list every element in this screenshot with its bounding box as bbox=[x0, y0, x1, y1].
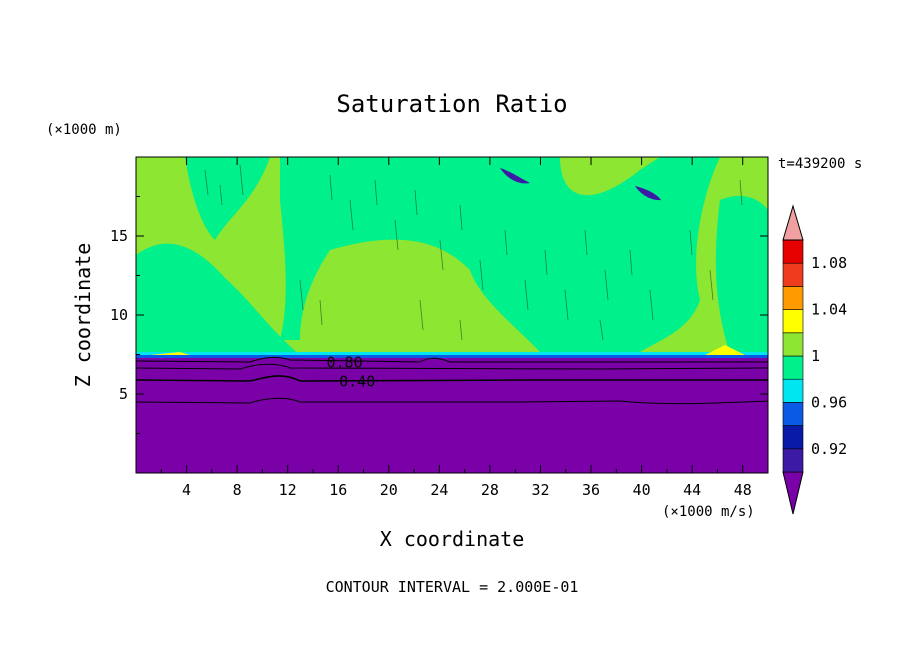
colorbar-underflow-triangle bbox=[782, 471, 804, 515]
x-axis-ticks: 4 8 12 16 20 24 28 32 36 40 44 48 bbox=[160, 157, 752, 499]
field-region-sat-1-0 bbox=[715, 195, 768, 355]
colorbar-tick-label: 1 bbox=[811, 347, 820, 365]
colorbar-overflow-triangle bbox=[782, 204, 804, 241]
time-label: t=439200 s bbox=[778, 156, 862, 172]
colorbar-segment bbox=[782, 355, 804, 380]
x-axis-title: X coordinate bbox=[380, 527, 525, 551]
colorbar-segment bbox=[782, 309, 804, 334]
colorbar-segment bbox=[782, 402, 804, 426]
field-region-sat-low bbox=[500, 168, 530, 184]
x-unit-label: (×1000 m/s) bbox=[662, 504, 755, 520]
contour-line bbox=[136, 375, 768, 382]
colorbar: 1.08 1.04 1 0.96 0.92 bbox=[782, 204, 847, 515]
x-tick-label: 40 bbox=[633, 481, 651, 499]
colorbar-segment bbox=[782, 448, 804, 473]
x-tick-label: 44 bbox=[683, 481, 701, 499]
y-tick-label: 10 bbox=[110, 306, 128, 324]
x-tick-label: 48 bbox=[734, 481, 752, 499]
x-tick-label: 28 bbox=[481, 481, 499, 499]
y-unit-label: (×1000 m) bbox=[46, 122, 122, 138]
x-tick-label: 4 bbox=[182, 481, 191, 499]
contour-line bbox=[136, 397, 768, 405]
x-tick-label: 12 bbox=[279, 481, 297, 499]
x-tick-label: 20 bbox=[380, 481, 398, 499]
colorbar-tick-label: 0.96 bbox=[811, 393, 847, 411]
field-region-sat-1-0 bbox=[136, 243, 300, 355]
y-axis-title: Z coordinate bbox=[71, 243, 95, 388]
field-region-subsaturated bbox=[136, 358, 768, 473]
colorbar-tick-label: 0.92 bbox=[811, 440, 847, 458]
contour-line bbox=[136, 363, 768, 370]
chart-title: Saturation Ratio bbox=[336, 90, 567, 118]
colorbar-tick-label: 1.04 bbox=[811, 301, 847, 319]
field-streaks bbox=[204, 164, 743, 341]
x-tick-label: 8 bbox=[233, 481, 242, 499]
contour-labels: 0.800.40 bbox=[326, 353, 375, 390]
colorbar-segment bbox=[782, 262, 804, 287]
field-region-sat-low bbox=[635, 186, 661, 201]
y-axis-ticks: 5 10 15 bbox=[110, 196, 768, 434]
colorbar-segment bbox=[782, 239, 804, 264]
contour-label: 0.80 bbox=[326, 353, 362, 371]
y-tick-label: 5 bbox=[119, 385, 128, 403]
contour-line bbox=[136, 356, 768, 363]
contour-interval-note: CONTOUR INTERVAL = 2.000E-01 bbox=[326, 578, 579, 596]
colorbar-segment bbox=[782, 378, 804, 403]
y-tick-label: 15 bbox=[110, 227, 128, 245]
field-band-blue bbox=[136, 355, 768, 358]
x-tick-label: 36 bbox=[582, 481, 600, 499]
colorbar-segment bbox=[782, 286, 804, 310]
x-tick-label: 32 bbox=[531, 481, 549, 499]
field-region-sat-1-0 bbox=[280, 157, 720, 352]
colorbar-tick-label: 1.08 bbox=[811, 254, 847, 272]
colorbar-segment bbox=[782, 332, 804, 357]
plot-field bbox=[136, 157, 768, 473]
x-tick-label: 16 bbox=[329, 481, 347, 499]
x-tick-label: 24 bbox=[430, 481, 448, 499]
contour-label: 0.40 bbox=[339, 372, 375, 390]
colorbar-segment bbox=[782, 425, 804, 450]
field-band-cyan bbox=[136, 352, 768, 356]
